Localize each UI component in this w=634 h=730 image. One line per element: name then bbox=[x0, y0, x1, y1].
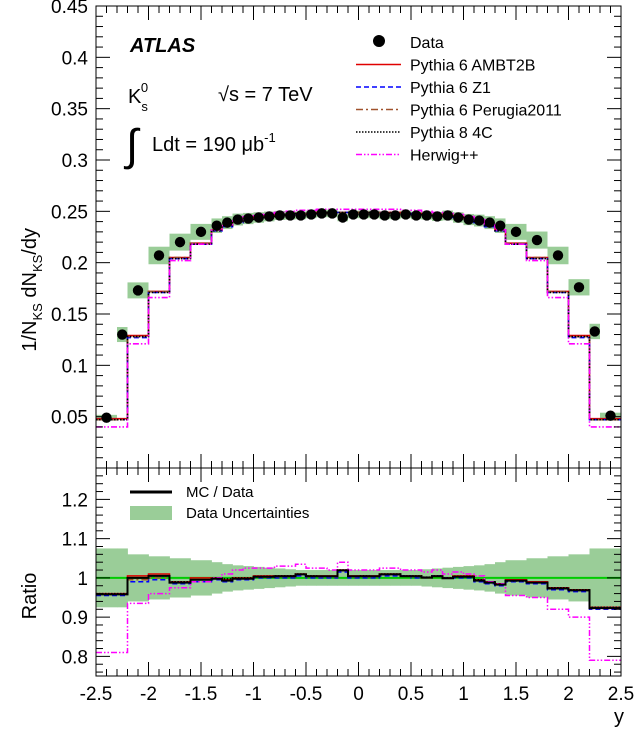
legend-label-pythia-6-perugia2011: Pythia 6 Perugia2011 bbox=[410, 103, 562, 120]
legend-label-pythia-6-z1: Pythia 6 Z1 bbox=[410, 80, 491, 97]
y-tick-label: 0.15 bbox=[51, 305, 88, 326]
x-tick-label: -2.5 bbox=[80, 684, 113, 705]
main-curve-pythia-6-z1 bbox=[96, 211, 621, 421]
data-point bbox=[510, 226, 522, 238]
main-axis-ticks bbox=[95, 6, 622, 468]
x-tick-label: 2.5 bbox=[608, 684, 634, 705]
data-point bbox=[358, 209, 369, 220]
x-tick-label: 1.5 bbox=[503, 684, 529, 705]
legend-label-pythia-8-4c: Pythia 8 4C bbox=[410, 125, 493, 142]
data-point bbox=[400, 209, 411, 220]
data-point bbox=[589, 326, 600, 337]
data-point bbox=[379, 210, 390, 221]
data-point bbox=[390, 210, 401, 221]
data-point bbox=[573, 282, 585, 293]
x-tick-label: -1.5 bbox=[185, 684, 218, 705]
y-tick-label: 0.2 bbox=[62, 254, 88, 275]
x-tick-labels: -2.5 -2 -1.5 -1 -0.5 0 0.5 1 1.5 2 2.5 bbox=[80, 684, 634, 705]
data-point bbox=[337, 212, 348, 223]
y-tick-label: 0.35 bbox=[51, 100, 88, 121]
x-tick-label: 1 bbox=[458, 684, 469, 705]
data-point bbox=[285, 210, 296, 221]
data-point bbox=[174, 236, 186, 248]
luminosity-label: Ldt = 190 μb-1 bbox=[152, 130, 276, 156]
data-point bbox=[153, 250, 165, 261]
particle-label: Ks0 bbox=[128, 80, 148, 114]
data-point bbox=[327, 208, 338, 219]
data-point bbox=[117, 329, 128, 340]
data-point bbox=[253, 212, 264, 223]
y-tick-label: 1.2 bbox=[62, 490, 88, 511]
data-point bbox=[132, 285, 144, 296]
data-point bbox=[605, 410, 616, 421]
main-y-axis-label: 1/NKS dNKS/dy bbox=[19, 228, 45, 352]
y-tick-label: 1.1 bbox=[62, 530, 88, 551]
ratio-legend: MC / Data Data Uncertainties bbox=[130, 484, 309, 522]
x-tick-label: -0.5 bbox=[290, 684, 323, 705]
data-point bbox=[453, 212, 464, 223]
x-tick-label: -2 bbox=[140, 684, 157, 705]
data-point bbox=[232, 214, 243, 225]
data-point bbox=[432, 211, 443, 222]
ratio-legend-swatch-data-uncertainties bbox=[130, 506, 172, 520]
data-point bbox=[274, 210, 285, 221]
data-point bbox=[421, 210, 432, 221]
y-tick-label: 1 bbox=[77, 569, 88, 590]
ratio-legend-label-mc-data: MC / Data bbox=[186, 484, 254, 501]
y-tick-label: 0.05 bbox=[51, 408, 88, 429]
x-tick-label: 0.5 bbox=[398, 684, 424, 705]
y-tick-label: 0.45 bbox=[51, 0, 88, 18]
data-point bbox=[101, 412, 112, 423]
main-y-tick-labels: 0.05 0.1 0.15 0.2 0.25 0.3 0.35 0.4 0.45 bbox=[51, 0, 88, 429]
ratio-legend-label-data-uncertainties: Data Uncertainties bbox=[186, 505, 309, 522]
data-point bbox=[495, 220, 506, 231]
main-uncertainty-band bbox=[96, 209, 621, 421]
legend-label-herwig: Herwig++ bbox=[410, 148, 478, 165]
data-point bbox=[211, 220, 222, 231]
legend-marker-data bbox=[373, 35, 385, 47]
integral-sign: ∫ bbox=[123, 121, 141, 170]
data-point bbox=[474, 215, 485, 226]
main-legend: Data Pythia 6 AMBT2B Pythia 6 Z1 Pythia 6 P… bbox=[356, 35, 562, 165]
y-tick-label: 0.3 bbox=[62, 151, 88, 172]
data-point bbox=[195, 226, 207, 238]
data-point bbox=[264, 211, 275, 222]
data-point bbox=[442, 210, 453, 221]
data-point bbox=[531, 234, 543, 246]
data-point bbox=[243, 213, 254, 224]
ratio-curves bbox=[96, 561, 621, 662]
data-point bbox=[316, 208, 327, 219]
atlas-label: ATLAS bbox=[129, 35, 196, 57]
main-data-points bbox=[101, 208, 616, 423]
y-tick-label: 0.8 bbox=[62, 647, 88, 668]
ratio-axis-ticks bbox=[95, 468, 622, 676]
ratio-curve-mc-data bbox=[96, 569, 621, 610]
data-point bbox=[348, 209, 359, 220]
data-point bbox=[295, 210, 306, 221]
y-tick-label: 0.25 bbox=[51, 202, 88, 223]
energy-label: √s = 7 TeV bbox=[218, 84, 313, 106]
ratio-y-axis-label: Ratio bbox=[19, 573, 41, 620]
x-tick-label: 0 bbox=[353, 684, 364, 705]
y-tick-label: 0.4 bbox=[62, 48, 89, 69]
x-tick-label: 2 bbox=[563, 684, 574, 705]
x-tick-label: -1 bbox=[245, 684, 262, 705]
data-point bbox=[463, 214, 474, 225]
data-point bbox=[411, 210, 422, 221]
data-point bbox=[306, 209, 317, 220]
legend-label-data: Data bbox=[410, 35, 444, 52]
ratio-y-tick-labels: 0.8 0.9 1 1.1 1.2 bbox=[62, 490, 88, 668]
data-point bbox=[552, 250, 564, 261]
y-tick-label: 0.1 bbox=[62, 356, 88, 377]
data-point bbox=[222, 217, 233, 228]
x-axis-label: y bbox=[614, 706, 624, 728]
legend-label-pythia-6-ambt2b: Pythia 6 AMBT2B bbox=[410, 58, 535, 75]
y-tick-label: 0.9 bbox=[62, 608, 88, 629]
data-point bbox=[484, 217, 495, 228]
data-point bbox=[369, 209, 380, 220]
